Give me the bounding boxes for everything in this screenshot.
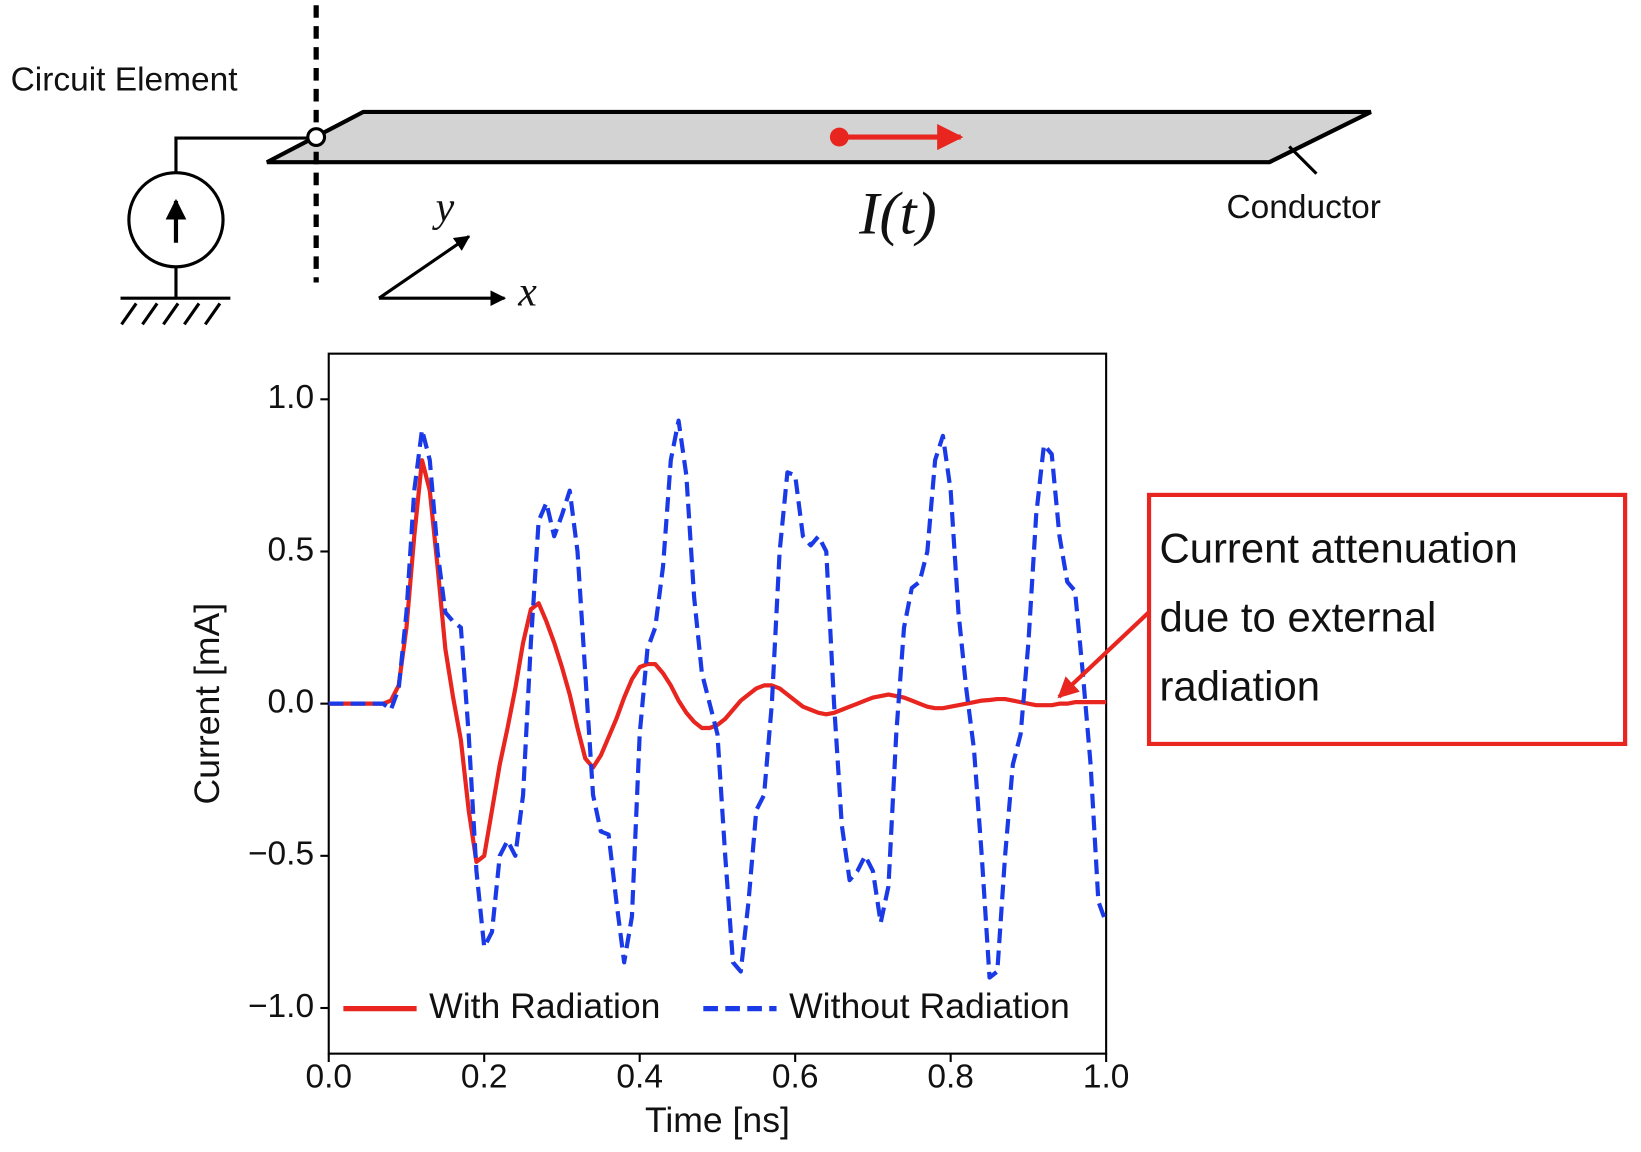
current-dot: [829, 127, 849, 147]
y-label: y: [432, 185, 455, 231]
series-line: [328, 418, 1109, 980]
annotation-box: [1146, 492, 1628, 747]
x-tick-label: 1.0: [1083, 1059, 1130, 1096]
x-axis-label: Time [ns]: [645, 1100, 790, 1140]
x-tick-label: 0.6: [772, 1059, 819, 1096]
leader-line: [1288, 145, 1318, 175]
annotation-text: Current attenuation: [1160, 524, 1518, 571]
diagram: Circuit Element Conductor I(t) y x: [11, 5, 1381, 326]
annotation-text: radiation: [1160, 663, 1321, 710]
legend-label: With Radiation: [429, 986, 660, 1026]
y-axis-label: Current [mA]: [187, 603, 227, 805]
x-tick-label: 0.0: [305, 1059, 352, 1096]
node: [306, 127, 327, 148]
annotation-arrow: [1057, 610, 1151, 699]
wire: [174, 136, 309, 173]
plot-frame: [327, 352, 1108, 1055]
y-direction: [378, 235, 471, 300]
x-label: x: [517, 270, 537, 316]
x-tick-label: 0.8: [927, 1059, 974, 1096]
y-tick-label: −0.5: [248, 836, 314, 873]
element-label: Circuit Element: [11, 61, 239, 98]
legend-label: Without Radiation: [789, 986, 1070, 1026]
y-tick-label: 0.0: [268, 683, 315, 720]
current-label: I(t): [858, 181, 936, 248]
chart: 0.0 0.2 0.4 0.6 0.8 1.0 −1.0 −0.5 0.0 0.5 1.0 Time …: [187, 352, 1628, 1140]
conductor-label: Conductor: [1226, 189, 1380, 226]
x-tick-label: 0.4: [616, 1059, 663, 1096]
series-line: [328, 458, 1107, 864]
conductor-plate: [266, 109, 1372, 165]
y-tick-label: 1.0: [268, 379, 315, 416]
annotation-text: due to external: [1160, 594, 1437, 641]
y-tick-label: 0.5: [268, 531, 315, 568]
y-tick-label: −1.0: [248, 988, 314, 1025]
ground-hatch: [120, 302, 222, 326]
x-tick-label: 0.2: [461, 1059, 508, 1096]
